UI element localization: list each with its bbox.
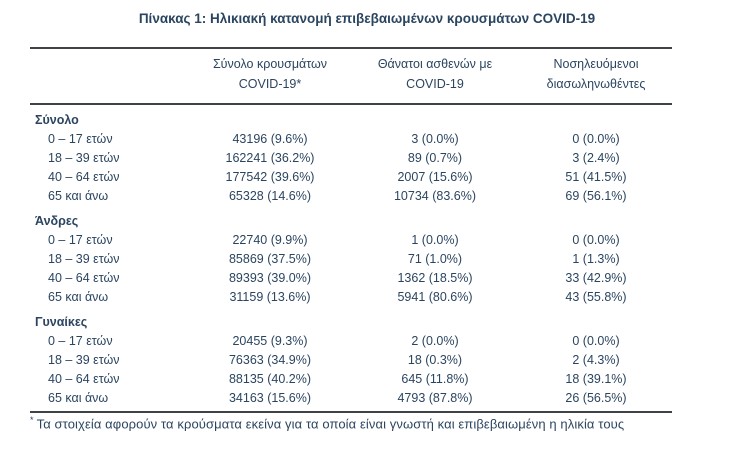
cases-value: 43196 (9.6%) [232, 132, 308, 146]
table-row: 65 και άνω 31159 (13.6%) 5941 (80.6%) 43 (5… [30, 288, 672, 307]
header-total-cases-line2: COVID-19* [238, 77, 302, 91]
age-label: 40 – 64 ετών [48, 372, 120, 386]
header-intubated: Νοσηλευόμενοι διασωληνωθέντες [520, 54, 672, 94]
age-label: 0 – 17 ετών [48, 132, 113, 146]
section-row-1: Άνδρες [30, 212, 672, 231]
cases-value: 89393 (39.0%) [228, 271, 311, 285]
intubated-value: 3 (2.4%) [572, 151, 620, 165]
age-label: 65 και άνω [48, 290, 109, 304]
age-label: 40 – 64 ετών [48, 170, 120, 184]
section-label: Γυναίκες [35, 315, 88, 329]
table-row: 65 και άνω 65328 (14.6%) 10734 (83.6%) 69 (… [30, 187, 672, 206]
age-label: 65 και άνω [48, 391, 109, 405]
section-row-0: Σύνολο [30, 111, 672, 130]
intubated-value: 2 (4.3%) [572, 353, 620, 367]
table-row: 40 – 64 ετών 89393 (39.0%) 1362 (18.5%) 33 … [30, 269, 672, 288]
table-footnote: * Τα στοιχεία αφορούν τα κρούσματα εκείνα… [30, 415, 624, 431]
intubated-value: 0 (0.0%) [572, 233, 620, 247]
cases-value: 22740 (9.9%) [232, 233, 308, 247]
cases-value: 177542 (39.6%) [225, 170, 315, 184]
covid-age-distribution-table: Σύνολο κρουσμάτων COVID-19* Θάνατοι ασθε… [30, 47, 672, 413]
table-row: 18 – 39 ετών 162241 (36.2%) 89 (0.7%) 3 (2.… [30, 149, 672, 168]
footnote-text: Τα στοιχεία αφορούν τα κρούσματα εκείνα … [36, 416, 625, 432]
table-row: 40 – 64 ετών 88135 (40.2%) 645 (11.8%) 18 (… [30, 370, 672, 389]
deaths-value: 4793 (87.8%) [397, 391, 473, 405]
deaths-value: 1 (0.0%) [411, 233, 459, 247]
header-deaths-line1: Θάνατοι ασθενών με [377, 57, 493, 71]
header-intubated-line2: διασωληνωθέντες [546, 77, 646, 91]
age-label: 0 – 17 ετών [48, 334, 113, 348]
header-total-cases-line1: Σύνολο κρουσμάτων [212, 57, 328, 71]
cases-value: 65328 (14.6%) [228, 189, 311, 203]
cases-value: 20455 (9.3%) [232, 334, 308, 348]
intubated-value: 0 (0.0%) [572, 334, 620, 348]
intubated-value: 26 (56.5%) [565, 391, 627, 405]
deaths-value: 18 (0.3%) [407, 353, 463, 367]
header-deaths: Θάνατοι ασθενών με COVID-19 [350, 54, 520, 94]
deaths-value: 2007 (15.6%) [397, 170, 473, 184]
age-label: 40 – 64 ετών [48, 271, 120, 285]
header-total-cases: Σύνολο κρουσμάτων COVID-19* [190, 54, 350, 94]
deaths-value: 71 (1.0%) [407, 252, 463, 266]
header-intubated-line1: Νοσηλευόμενοι [553, 57, 639, 71]
table-row: 40 – 64 ετών 177542 (39.6%) 2007 (15.6%) 51… [30, 168, 672, 187]
deaths-value: 3 (0.0%) [411, 132, 459, 146]
section-row-2: Γυναίκες [30, 313, 672, 332]
age-label: 18 – 39 ετών [48, 151, 120, 165]
deaths-value: 10734 (83.6%) [393, 189, 476, 203]
deaths-value: 2 (0.0%) [411, 334, 459, 348]
deaths-value: 645 (11.8%) [401, 372, 469, 386]
intubated-value: 43 (55.8%) [565, 290, 627, 304]
deaths-value: 1362 (18.5%) [397, 271, 473, 285]
table-row: 0 – 17 ετών 43196 (9.6%) 3 (0.0%) 0 (0.0%) [30, 130, 672, 149]
intubated-value: 33 (42.9%) [565, 271, 627, 285]
footnote-asterisk: * [30, 415, 34, 425]
intubated-value: 0 (0.0%) [572, 132, 620, 146]
table-row: 65 και άνω 34163 (15.6%) 4793 (87.8%) 26 (5… [30, 389, 672, 408]
table-row: 0 – 17 ετών 20455 (9.3%) 2 (0.0%) 0 (0.0%) [30, 332, 672, 351]
section-label: Άνδρες [35, 214, 79, 228]
table-row: 18 – 39 ετών 85869 (37.5%) 71 (1.0%) 1 (1.3… [30, 250, 672, 269]
intubated-value: 69 (56.1%) [565, 189, 627, 203]
intubated-value: 18 (39.1%) [565, 372, 627, 386]
table-header-row: Σύνολο κρουσμάτων COVID-19* Θάνατοι ασθε… [30, 47, 672, 105]
intubated-value: 1 (1.3%) [572, 252, 620, 266]
table-title: Πίνακας 1: Ηλικιακή κατανομή επιβεβαιωμέ… [138, 11, 596, 26]
cases-value: 85869 (37.5%) [228, 252, 311, 266]
table-row: 0 – 17 ετών 22740 (9.9%) 1 (0.0%) 0 (0.0%) [30, 231, 672, 250]
age-label: 65 και άνω [48, 189, 109, 203]
age-label: 0 – 17 ετών [48, 233, 113, 247]
cases-value: 162241 (36.2%) [225, 151, 315, 165]
deaths-value: 5941 (80.6%) [397, 290, 473, 304]
cases-value: 34163 (15.6%) [228, 391, 311, 405]
age-label: 18 – 39 ετών [48, 252, 120, 266]
deaths-value: 89 (0.7%) [407, 151, 463, 165]
cases-value: 88135 (40.2%) [228, 372, 311, 386]
header-deaths-line2: COVID-19 [406, 77, 464, 91]
section-label: Σύνολο [35, 113, 79, 127]
intubated-value: 51 (41.5%) [565, 170, 627, 184]
cases-value: 31159 (13.6%) [229, 290, 311, 304]
age-label: 18 – 39 ετών [48, 353, 120, 367]
cases-value: 76363 (34.9%) [228, 353, 311, 367]
table-row: 18 – 39 ετών 76363 (34.9%) 18 (0.3%) 2 (4.3… [30, 351, 672, 370]
table-body: Σύνολο 0 – 17 ετών 43196 (9.6%) 3 (0.0%) 0 (… [30, 111, 672, 413]
